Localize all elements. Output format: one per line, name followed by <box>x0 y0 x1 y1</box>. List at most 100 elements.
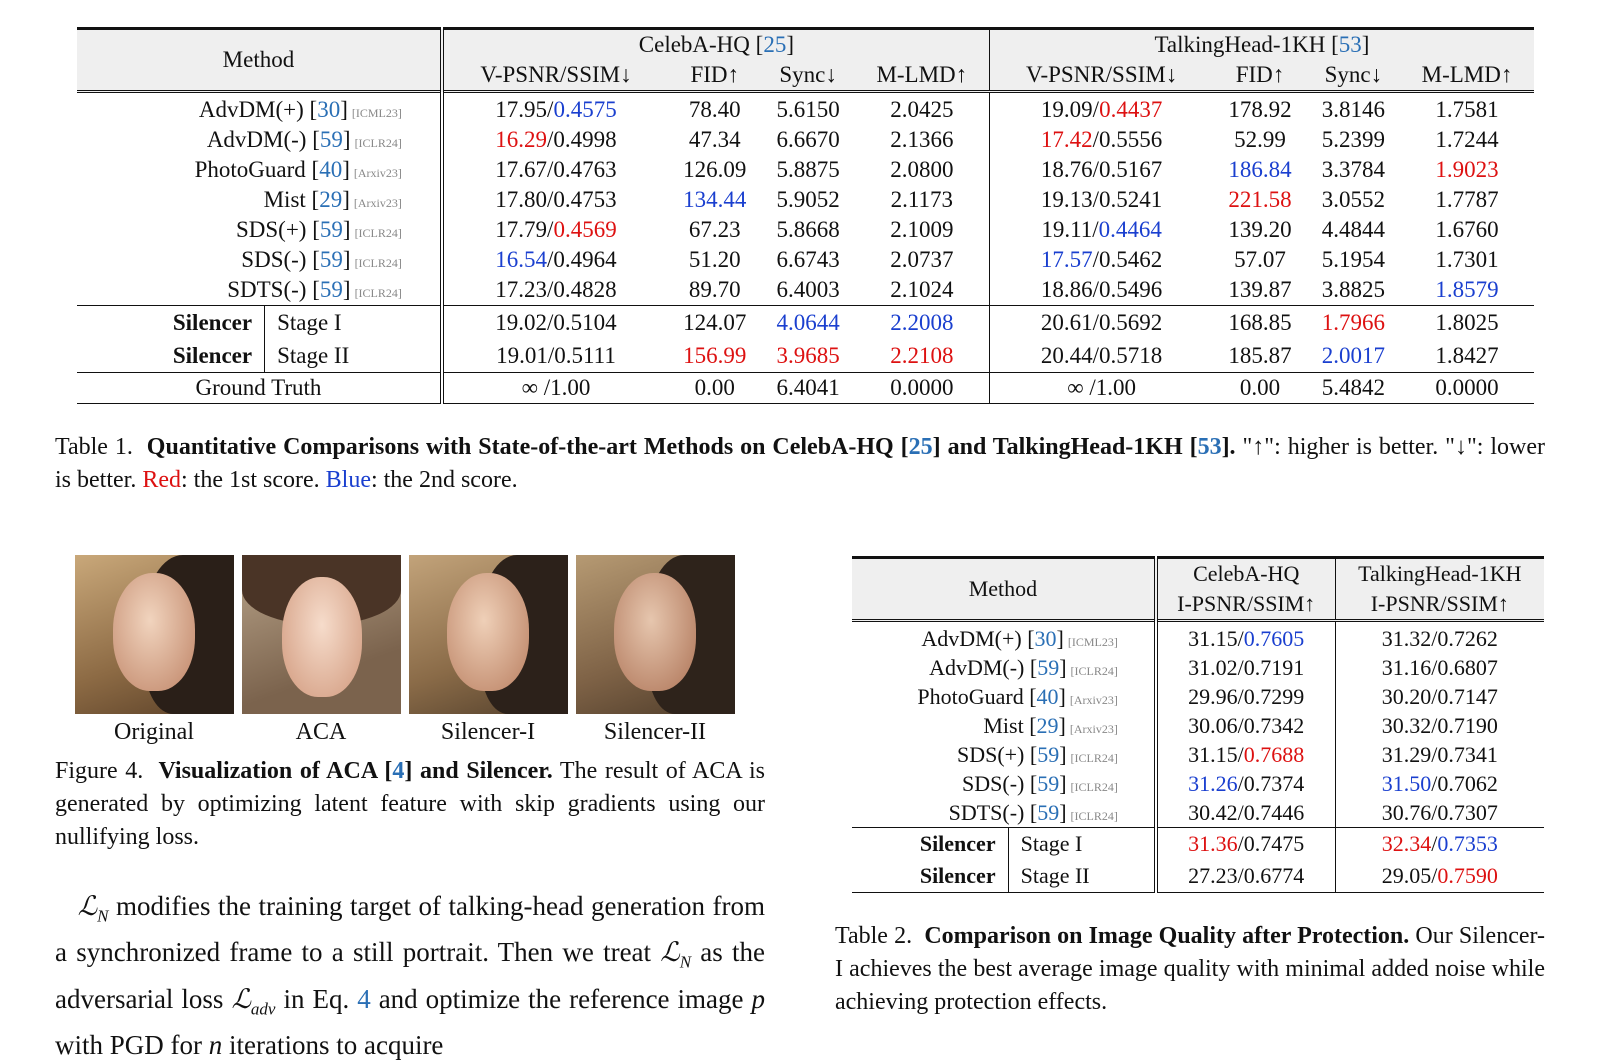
cell-value: 221.58 <box>1228 187 1292 212</box>
cell-value: 2.1173 <box>890 187 954 212</box>
group-header-celeba: CelebA-HQ [25] <box>441 27 990 59</box>
cell-value: 5.1954 <box>1321 247 1385 272</box>
metric-header: V-PSNR/SSIM↓ <box>441 59 669 92</box>
method-name: SDS(+) <box>956 741 1025 767</box>
cell-value: 0.00 <box>694 375 735 400</box>
citation-link[interactable]: 59 <box>319 247 343 272</box>
method-name-cell: AdvDM(-) [59] [ICLR24] <box>852 653 1158 682</box>
citation-link[interactable]: 59 <box>319 127 343 152</box>
citation-link[interactable]: 25 <box>763 31 787 57</box>
data-cell: 17.57/0.5462 <box>989 245 1213 275</box>
cell-value: 5.6150 <box>776 97 840 122</box>
cell-value: 16.29 <box>495 127 548 152</box>
data-cell: 17.42/0.5556 <box>989 125 1213 155</box>
data-cell: 19.09/0.4437 <box>989 90 1214 125</box>
citation-link[interactable]: 53 <box>1197 434 1222 460</box>
cell-value: 0.4569 <box>553 217 617 242</box>
data-cell: 19.02/0.5104 <box>441 305 669 339</box>
citation-link[interactable]: 59 <box>1037 799 1060 825</box>
data-cell: 168.85 <box>1213 305 1307 339</box>
data-cell: 5.8875 <box>761 155 854 185</box>
cell-value: /0.4998 <box>547 127 617 152</box>
method-name-cell: PhotoGuard [40] [Arxiv23] <box>77 155 444 185</box>
cell-value: 31.02/0.7191 <box>1188 654 1305 680</box>
cell-value: 31.16/0.6807 <box>1381 654 1498 680</box>
cell-value: 6.6743 <box>776 247 840 272</box>
cell-value: 6.4003 <box>776 277 840 302</box>
citation-link[interactable]: 30 <box>317 97 341 122</box>
method-name: AdvDM(-) <box>929 654 1025 680</box>
cell-value: 178.92 <box>1228 97 1292 122</box>
citation-link[interactable]: 53 <box>1338 31 1362 57</box>
citation-link[interactable]: 30 <box>1034 625 1057 651</box>
citation-link[interactable]: 59 <box>1037 770 1060 796</box>
citation-link[interactable]: 59 <box>319 277 343 302</box>
venue-tag: [ICLR24] <box>1070 663 1118 678</box>
venue-tag: [ICLR24] <box>354 226 402 240</box>
table-2: Method CelebA-HQ TalkingHead-1KH I-PSNR/… <box>852 556 1544 893</box>
cell-value: 0.7590 <box>1437 863 1498 888</box>
method-name-cell: SDS(+) [59] [ICLR24] <box>77 215 444 245</box>
data-cell: 18.76/0.5167 <box>989 155 1213 185</box>
method-header: Method <box>852 556 1158 621</box>
cell-value: 20.44/0.5718 <box>1040 342 1163 368</box>
data-cell: 67.23 <box>668 215 761 245</box>
metric-header: V-PSNR/SSIM↓ <box>989 59 1214 92</box>
data-cell: 6.6670 <box>761 125 854 155</box>
cell-value: /0.5462 <box>1092 247 1163 272</box>
method-name: Mist <box>263 187 306 212</box>
data-cell: ∞ /1.00 <box>441 372 669 404</box>
table-row: AdvDM(+) [30] [ICML23] 31.15/0.7605 31.32/0… <box>852 619 1544 653</box>
method-name-cell: Mist [29] [Arxiv23] <box>77 185 444 215</box>
cell-value: 52.99 <box>1234 127 1286 152</box>
cell-value: 1.9023 <box>1435 157 1499 182</box>
portrait-silencer-i <box>409 555 568 714</box>
data-cell: 4.4844 <box>1307 215 1400 245</box>
cell-value: 2.2008 <box>890 309 954 335</box>
cell-value: 126.09 <box>683 157 747 182</box>
data-cell: 3.3784 <box>1307 155 1400 185</box>
table-row: SDS(+) [59] [ICLR24] 17.79/0.4569 67.23 5.86… <box>77 215 1534 245</box>
method-name: Silencer <box>77 339 266 373</box>
cell-value: 1.8025 <box>1435 309 1499 335</box>
venue-tag: [Arxiv23] <box>1069 692 1118 707</box>
cell-value: 16.54 <box>495 247 548 272</box>
cell-value: ∞ /1.00 <box>1067 375 1137 400</box>
method-name-cell: SDS(-) [59] [ICLR24] <box>77 245 444 275</box>
citation-link[interactable]: 40 <box>1036 683 1059 709</box>
figure-label: ACA <box>295 719 347 745</box>
cell-value: 185.87 <box>1228 342 1292 368</box>
data-cell: 31.29/0.7341 <box>1335 740 1544 769</box>
citation-link[interactable]: 59 <box>319 217 343 242</box>
citation-link[interactable]: 29 <box>1036 712 1059 738</box>
data-cell: 0.0000 <box>854 372 990 404</box>
data-cell: 2.1173 <box>854 185 990 215</box>
table-row-silencer: Silencer Stage I 31.36/0.7475 32.34/0.7353 <box>852 827 1544 860</box>
data-cell: 51.20 <box>668 245 761 275</box>
data-cell: 29.96/0.7299 <box>1155 682 1336 711</box>
metric-header: M-LMD↑ <box>1400 59 1534 92</box>
citation-link[interactable]: 59 <box>1037 741 1060 767</box>
data-cell: 17.79/0.4569 <box>442 215 668 245</box>
cell-value: 1.6760 <box>1435 217 1499 242</box>
cell-value: 1.8427 <box>1435 342 1499 368</box>
data-cell: 0.0000 <box>1400 372 1534 404</box>
citation-link[interactable]: 29 <box>319 187 343 212</box>
cell-value: 19.13/0.5241 <box>1040 187 1163 212</box>
cell-value: 31.32/0.7262 <box>1381 625 1498 651</box>
cell-value: /0.4964 <box>547 247 617 272</box>
method-name-cell: AdvDM(-) [59] [ICLR24] <box>77 125 444 155</box>
method-name-cell: PhotoGuard [40] [Arxiv23] <box>852 682 1158 711</box>
citation-link[interactable]: 4 <box>392 758 405 784</box>
equation-link[interactable]: 4 <box>357 983 371 1014</box>
citation-link[interactable]: 59 <box>1037 654 1060 680</box>
cell-value: 4.4844 <box>1321 217 1385 242</box>
cell-value: /0.7475 <box>1237 831 1305 856</box>
group-header-celeba: CelebA-HQ <box>1155 556 1336 589</box>
citation-link[interactable]: 25 <box>908 434 933 460</box>
data-cell: 2.0425 <box>854 90 990 125</box>
data-cell: 19.13/0.5241 <box>989 185 1213 215</box>
method-name-cell: SDS(-) [59] [ICLR24] <box>852 769 1158 798</box>
citation-link[interactable]: 40 <box>319 157 343 182</box>
method-name: AdvDM(+) <box>198 97 304 122</box>
